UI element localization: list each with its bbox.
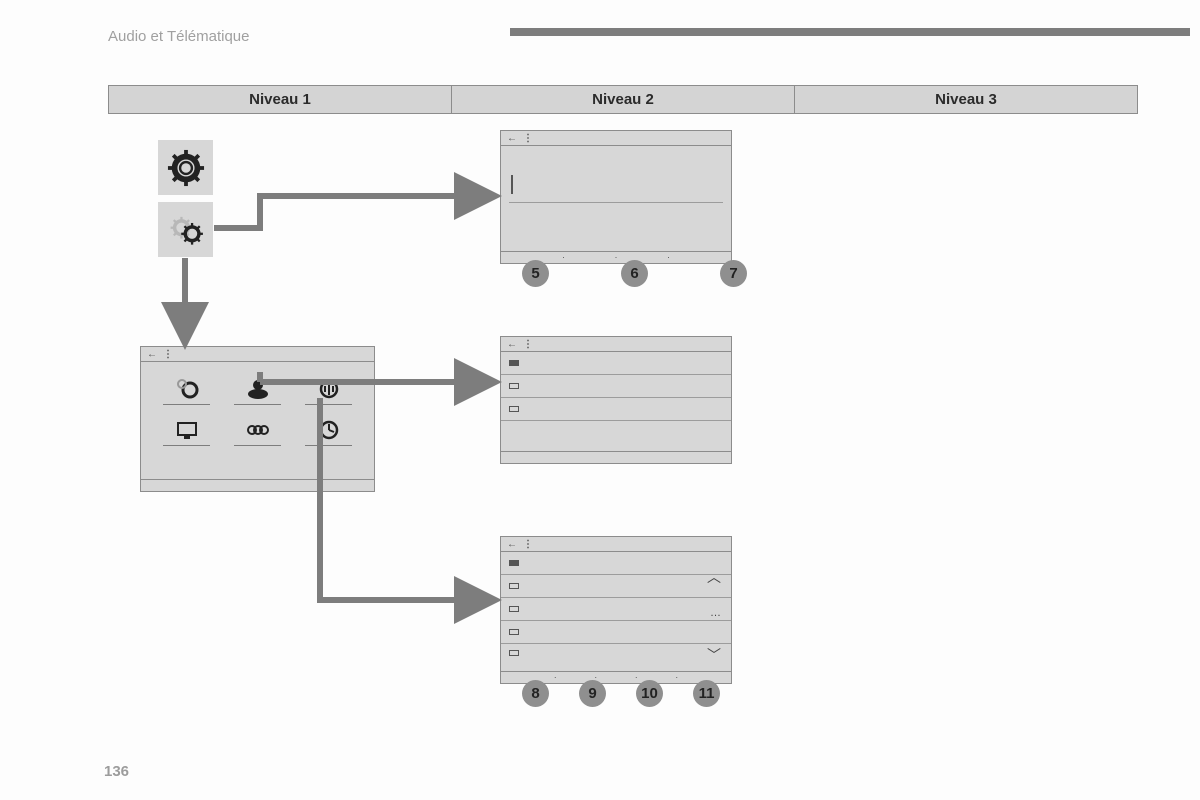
menu-item-settings[interactable]: [163, 378, 210, 405]
level-col-1: Niveau 1: [108, 85, 452, 114]
back-arrow-icon: ←: [507, 339, 517, 350]
settings-gear-double: [158, 202, 213, 257]
panel-title-bar: ←⋮: [501, 337, 731, 352]
badge-6: 6: [621, 260, 648, 287]
scroll-down-icon[interactable]: ﹀: [707, 645, 721, 665]
clock-icon: [316, 419, 342, 441]
small-gear-icon: [174, 378, 200, 400]
double-gear-icon: [167, 211, 205, 249]
panel-title-bar: ←⋮: [141, 347, 374, 362]
page-dots: ...: [501, 250, 731, 260]
back-arrow-icon: ←: [147, 349, 157, 360]
section-title: Audio et Télématique: [108, 28, 249, 45]
screen-general-settings: ←⋮ ...: [500, 130, 732, 264]
level-col-2: Niveau 2: [452, 85, 795, 114]
menu-item-system[interactable]: [234, 419, 281, 446]
menu-screen-panel: ←⋮: [140, 346, 375, 492]
monitor-icon: [174, 419, 200, 441]
badge-11: 11: [693, 680, 720, 707]
list-item[interactable]: [501, 621, 731, 644]
menu-item-display[interactable]: [163, 419, 210, 446]
list-item[interactable]: [501, 598, 731, 621]
menu-item-profile[interactable]: [234, 378, 281, 405]
screen-profile-settings: ←⋮: [500, 336, 732, 464]
list-item[interactable]: [501, 575, 731, 598]
badge-5: 5: [522, 260, 549, 287]
list-item[interactable]: [501, 398, 731, 421]
menu-item-voice[interactable]: [305, 378, 352, 405]
toggle-indicator[interactable]: [511, 175, 513, 194]
voice-icon: [316, 378, 342, 400]
menu-item-clock[interactable]: [305, 419, 352, 446]
badge-row-top: 5 6 7: [522, 260, 747, 287]
list-item[interactable]: [501, 352, 731, 375]
list-item[interactable]: [501, 644, 731, 662]
page-dots: ....: [501, 670, 731, 680]
back-arrow-icon: ←: [507, 133, 517, 144]
scroll-up-icon[interactable]: ︿: [707, 567, 721, 587]
scroll-more-icon: …: [710, 607, 721, 619]
panel-title-bar: ←⋮: [501, 537, 731, 552]
settings-gear-single: [158, 140, 213, 195]
back-arrow-icon: ←: [507, 539, 517, 550]
menu-icon-grid: [141, 362, 374, 450]
panel-title-bar: ←⋮: [501, 131, 731, 146]
page-number: 136: [104, 763, 129, 780]
list-item[interactable]: [501, 375, 731, 398]
screen-voice-settings: ←⋮ ︿ … ﹀ ....: [500, 536, 732, 684]
list-item[interactable]: [501, 552, 731, 575]
badge-9: 9: [579, 680, 606, 707]
badge-8: 8: [522, 680, 549, 707]
badge-7: 7: [720, 260, 747, 287]
header-accent-bar: [510, 28, 1190, 36]
panel-footer-bar: [141, 479, 374, 491]
triple-circle-icon: [245, 419, 271, 441]
badge-10: 10: [636, 680, 663, 707]
level-header-row: Niveau 1 Niveau 2 Niveau 3: [108, 85, 1138, 114]
level-col-3: Niveau 3: [795, 85, 1138, 114]
badge-row-bottom: 8 9 10 11: [522, 680, 720, 707]
profile-icon: [245, 378, 271, 400]
panel-footer-bar: [501, 451, 731, 463]
gear-icon: [167, 149, 205, 187]
